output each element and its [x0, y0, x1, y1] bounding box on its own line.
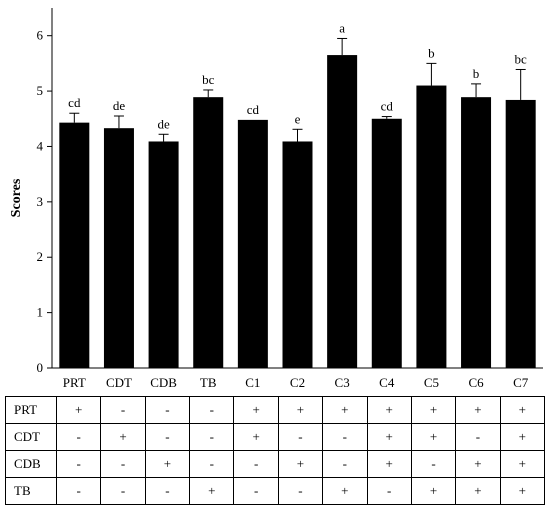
design-cell: +: [55, 396, 102, 424]
design-row-cdb: CDB - - + - - + - + - + +: [5, 450, 546, 478]
y-tick-label: 2: [37, 249, 44, 264]
design-cell: -: [144, 423, 191, 451]
design-cell: -: [55, 450, 102, 478]
bar: [103, 128, 134, 368]
design-row-prt: PRT + - - - + + + + + + +: [5, 396, 546, 424]
design-cell: -: [455, 423, 501, 451]
design-cell: +: [499, 396, 546, 424]
design-cell: +: [277, 396, 324, 424]
x-tick-label: C4: [379, 375, 395, 390]
bar: [148, 141, 179, 368]
design-cell: +: [499, 477, 546, 505]
design-cell: -: [189, 450, 235, 478]
design-cell: +: [366, 396, 412, 424]
design-cell: +: [144, 450, 191, 478]
design-cell: -: [277, 477, 324, 505]
y-tick-label: 1: [37, 305, 44, 320]
bar-chart: Scores 0 1 2 3 4 5 6 cd PRT de CDT de CDB bc TB cd C1 e C2…: [9, 8, 543, 390]
significance-label: b: [428, 45, 435, 60]
x-tick-label: CDT: [106, 375, 132, 390]
design-row-label: TB: [5, 477, 57, 505]
significance-label: bc: [202, 72, 215, 87]
design-cell: +: [100, 423, 146, 451]
bar: [193, 97, 224, 369]
design-cell: +: [410, 477, 457, 505]
design-cell: -: [322, 423, 368, 451]
design-cell: -: [277, 423, 324, 451]
design-cell: -: [100, 396, 146, 424]
design-cell: -: [55, 477, 102, 505]
design-cell: -: [189, 423, 235, 451]
y-tick-label: 5: [37, 83, 44, 98]
design-cell: -: [410, 450, 457, 478]
treatment-design-table: PRT + - - - + + + + + + + CDT - + - - + - - + + - + CDB - - + - - + - + -…: [5, 396, 546, 505]
design-cell: -: [322, 450, 368, 478]
x-tick-label: C6: [468, 375, 484, 390]
x-tick-label: C2: [290, 375, 305, 390]
design-cell: +: [277, 450, 324, 478]
design-cell: -: [233, 477, 279, 505]
significance-label: a: [339, 20, 345, 35]
design-cell: -: [144, 477, 191, 505]
bar: [327, 55, 358, 368]
x-tick-label: C5: [424, 375, 439, 390]
significance-label: cd: [68, 95, 81, 110]
design-cell: +: [366, 450, 412, 478]
design-cell: +: [322, 477, 368, 505]
design-row-tb: TB - - - + - - + - + + +: [5, 477, 546, 505]
design-cell: -: [55, 423, 102, 451]
bar: [282, 141, 313, 368]
significance-label: cd: [381, 99, 394, 114]
design-cell: +: [233, 396, 279, 424]
x-tick-label: C3: [335, 375, 350, 390]
x-tick-label: CDB: [150, 375, 177, 390]
significance-label: bc: [515, 51, 528, 66]
design-row-label: CDB: [5, 450, 57, 478]
design-row-label: CDT: [5, 423, 57, 451]
design-cell: -: [366, 477, 412, 505]
design-cell: +: [455, 477, 501, 505]
design-cell: +: [410, 423, 457, 451]
design-cell: +: [410, 396, 457, 424]
x-tick-label: C7: [513, 375, 529, 390]
design-cell: -: [100, 477, 146, 505]
y-tick-label: 3: [37, 194, 44, 209]
bar: [416, 85, 447, 369]
design-cell: +: [322, 396, 368, 424]
significance-label: de: [113, 98, 126, 113]
design-cell: +: [366, 423, 412, 451]
design-row-cdt: CDT - + - - + - - + + - +: [5, 423, 546, 451]
bar: [59, 122, 90, 369]
design-cell: +: [499, 423, 546, 451]
bar: [461, 97, 492, 369]
design-cell: -: [100, 450, 146, 478]
significance-label: e: [295, 111, 301, 126]
design-cell: +: [455, 450, 501, 478]
bar: [505, 99, 536, 368]
design-cell: +: [189, 477, 235, 505]
design-cell: +: [499, 450, 546, 478]
y-tick-label: 4: [37, 138, 44, 153]
significance-label: b: [473, 66, 480, 81]
design-cell: +: [455, 396, 501, 424]
y-tick-label: 0: [37, 360, 44, 375]
x-tick-label: C1: [245, 375, 260, 390]
design-cell: -: [144, 396, 191, 424]
x-tick-label: TB: [200, 375, 217, 390]
bar: [371, 118, 402, 369]
design-cell: +: [233, 423, 279, 451]
y-tick-label: 6: [37, 28, 44, 43]
significance-label: de: [157, 116, 170, 131]
x-tick-label: PRT: [63, 375, 86, 390]
bar: [237, 119, 268, 368]
design-cell: -: [233, 450, 279, 478]
y-axis-title: Scores: [9, 178, 24, 217]
design-cell: -: [189, 396, 235, 424]
significance-label: cd: [247, 102, 260, 117]
design-row-label: PRT: [5, 396, 57, 424]
